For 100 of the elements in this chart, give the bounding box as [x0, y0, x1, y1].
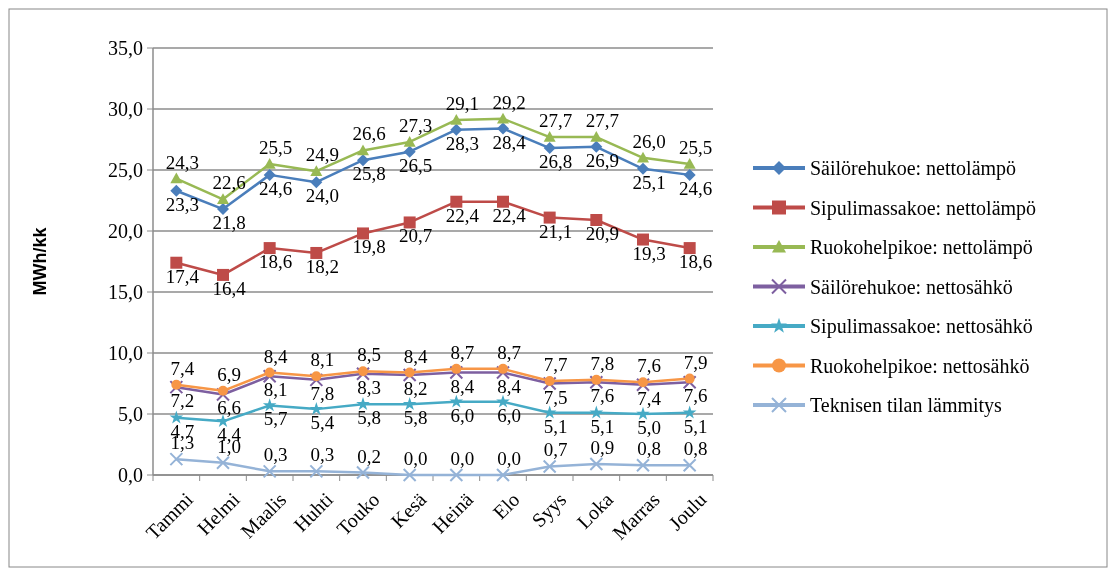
data-label: 7,8 [590, 352, 615, 374]
data-label: 5,7 [263, 408, 288, 430]
point [543, 211, 556, 224]
data-label: 0,3 [310, 444, 335, 466]
point [217, 268, 229, 281]
legend-label: Sipulimassakoe: nettolämpö [810, 196, 1037, 220]
data-label: 23,3 [165, 193, 199, 215]
data-label: 21,8 [212, 212, 246, 234]
point [402, 397, 417, 411]
point [684, 373, 695, 384]
data-label: 24,3 [165, 151, 199, 173]
point [309, 464, 324, 479]
point [496, 365, 510, 380]
data-label: 26,0 [632, 130, 666, 152]
data-label: 26,5 [399, 154, 433, 176]
data-label: 0,7 [543, 439, 568, 461]
data-label: 0,0 [450, 448, 475, 469]
y-axis-title: MWh/kk [30, 226, 50, 296]
point [590, 131, 603, 142]
data-label: 16,4 [212, 277, 247, 299]
data-label: 8,4 [497, 375, 522, 397]
data-label: 7,4 [170, 357, 195, 379]
data-label: 7,8 [310, 382, 335, 404]
point [683, 242, 696, 255]
y-tick-label: 15,0 [108, 281, 143, 303]
point [170, 172, 183, 184]
data-label: 17,4 [165, 265, 200, 287]
legend-label: Sipulimassakoe: nettosähkö [810, 315, 1033, 338]
point [450, 113, 463, 125]
data-label: 0,8 [637, 438, 661, 460]
data-label: 0,8 [683, 438, 708, 460]
data-label: 8,1 [310, 349, 335, 371]
point [497, 112, 509, 124]
y-tick-label: 10,0 [108, 342, 143, 364]
data-label: 25,5 [259, 136, 293, 158]
point [636, 458, 650, 473]
point [169, 452, 184, 467]
data-label: 7,4 [637, 387, 662, 409]
point [682, 375, 697, 390]
point [449, 468, 464, 482]
point [637, 151, 649, 163]
data-label: 5,8 [403, 407, 428, 429]
legend-label: Teknisen tilan lämmitys [810, 394, 1003, 417]
data-label: 25,5 [679, 136, 713, 158]
point [590, 214, 603, 227]
y-tick-label: 35,0 [108, 37, 143, 59]
point [263, 168, 276, 181]
point [544, 376, 555, 387]
data-label: 22,4 [492, 204, 527, 226]
point [263, 157, 276, 169]
data-label: 25,1 [632, 171, 666, 193]
data-label: 22,6 [212, 172, 246, 194]
data-label: 20,7 [399, 225, 433, 247]
legend-label: Säilörehukoe: nettosähkö [810, 275, 1013, 298]
data-label: 24,9 [305, 144, 339, 166]
data-label: 26,9 [585, 149, 619, 171]
point [637, 162, 649, 175]
data-label: 27,7 [539, 110, 573, 132]
point [357, 154, 369, 167]
data-label: 18,6 [259, 251, 293, 273]
point [216, 455, 230, 470]
legend-label: Ruokohelpikoe: nettolämpö [810, 236, 1033, 259]
point [542, 376, 557, 391]
point [403, 135, 416, 147]
data-label: 26,6 [352, 123, 386, 145]
point [170, 256, 183, 269]
point [589, 375, 604, 390]
point [171, 379, 182, 390]
data-label: 0,2 [357, 445, 381, 467]
point [262, 398, 277, 412]
point [309, 372, 324, 387]
x-tick-label: Elo [488, 488, 524, 524]
data-label: 5,4 [310, 412, 335, 434]
point [404, 367, 415, 378]
data-label: 6,6 [217, 397, 241, 419]
point [496, 468, 510, 482]
point [357, 227, 369, 240]
data-label: 25,8 [352, 163, 386, 185]
point [311, 371, 322, 382]
data-label: 7,5 [543, 386, 568, 408]
data-label: 7,6 [590, 385, 615, 407]
data-label: 7,9 [683, 351, 708, 373]
data-label: 8,1 [263, 379, 288, 401]
point [262, 369, 277, 384]
y-tick-label: 5,0 [118, 403, 143, 425]
point [356, 397, 370, 411]
data-label: 7,6 [637, 355, 661, 377]
point [497, 122, 509, 135]
data-label: 8,7 [497, 341, 521, 363]
point [683, 157, 696, 169]
point [357, 144, 369, 156]
data-label: 29,1 [445, 92, 479, 114]
x-tick-label: Syys [527, 488, 572, 532]
point [403, 216, 416, 229]
data-label: 7,6 [683, 385, 708, 407]
point [543, 131, 556, 142]
y-tick-label: 20,0 [108, 220, 143, 242]
point [450, 123, 463, 136]
point [403, 145, 416, 158]
data-label: 8,4 [450, 375, 475, 397]
